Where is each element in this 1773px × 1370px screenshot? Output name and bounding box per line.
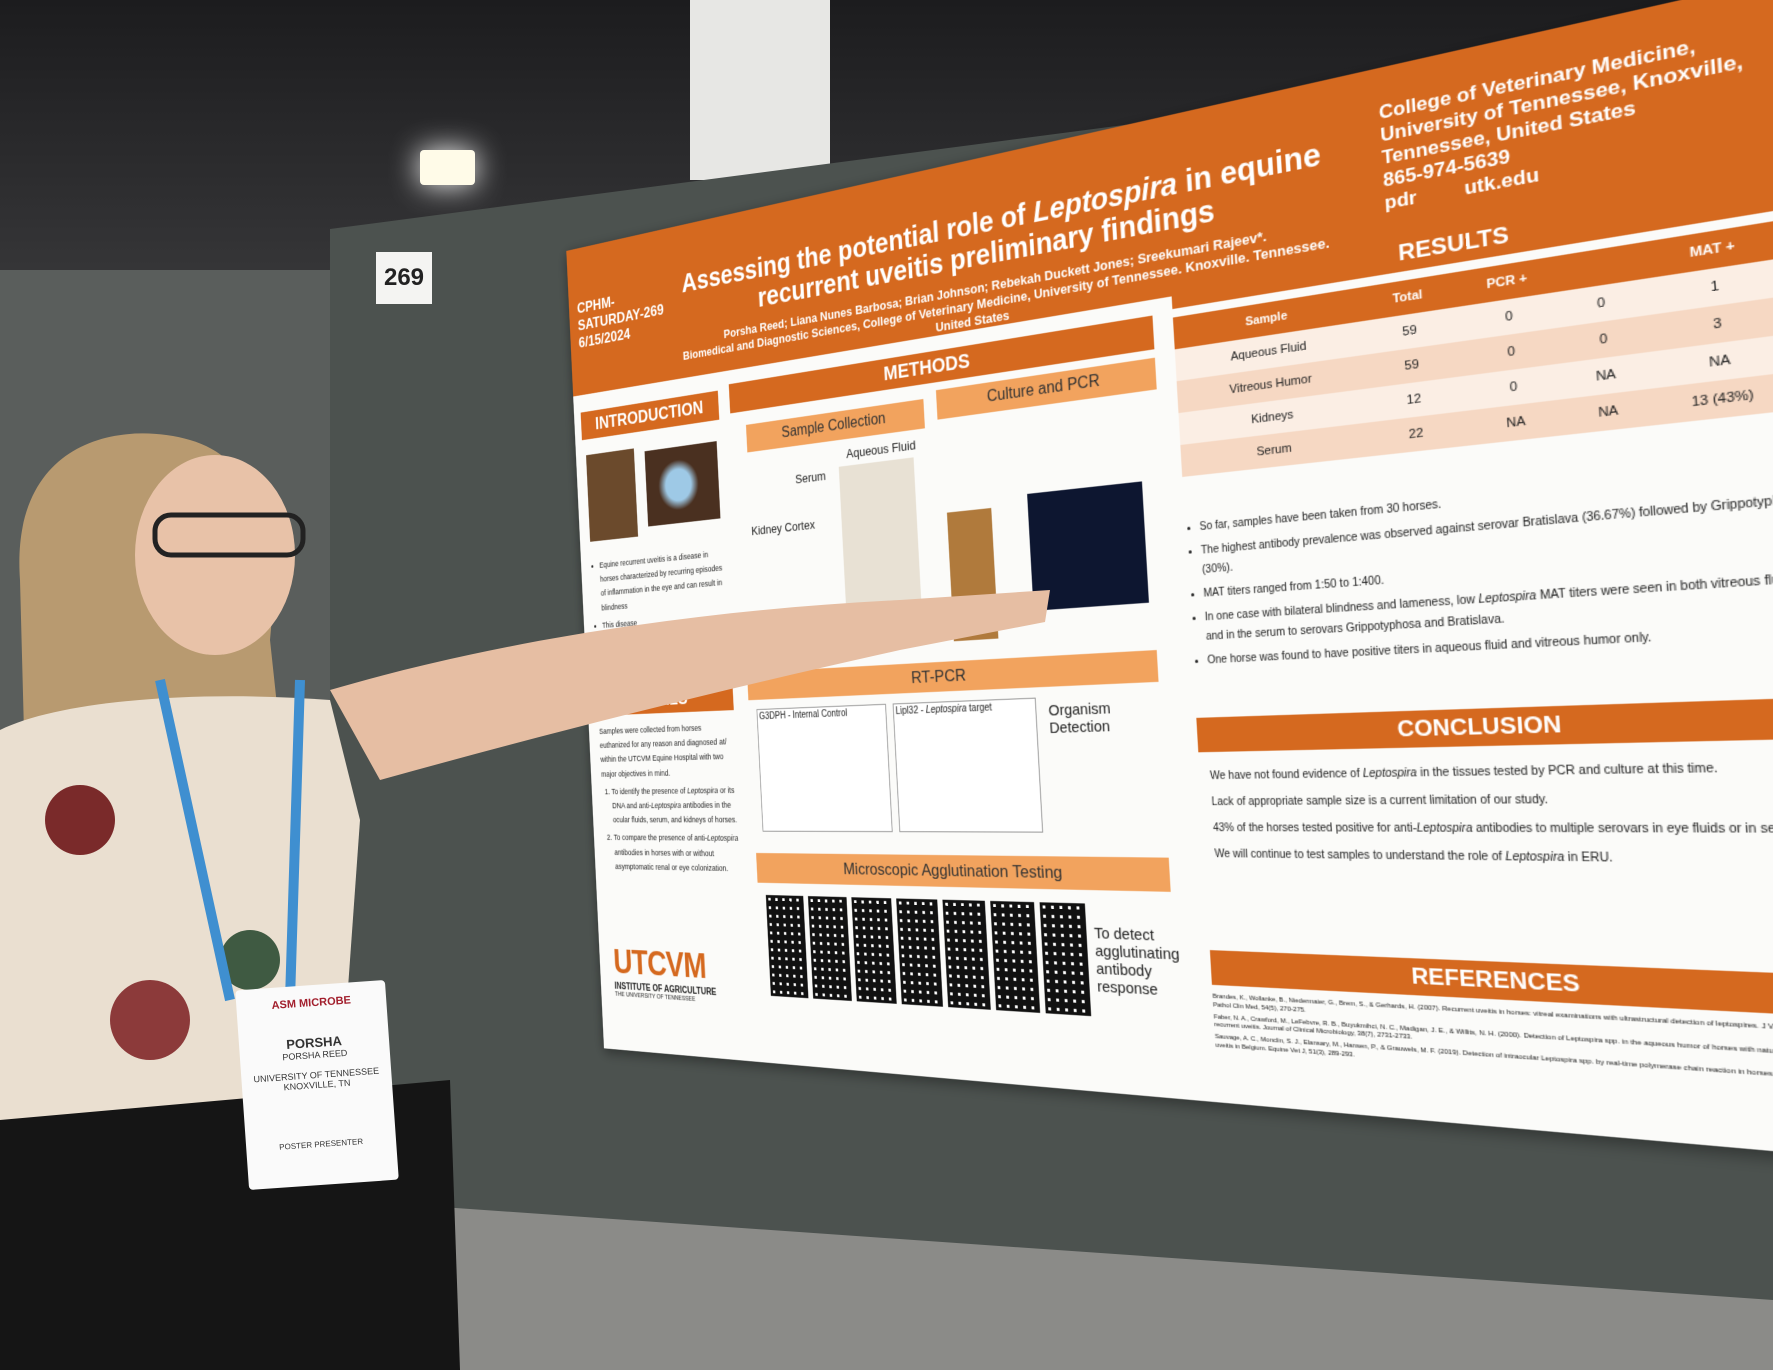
text-run: MAT titers ranged from 1:50 to 1:400. — [1203, 574, 1385, 600]
glasses — [152, 512, 306, 558]
conclusion-text: We have not found evidence of Leptospira… — [1209, 756, 1773, 879]
text-run: Leptospira — [1478, 589, 1537, 607]
booth-number: 269 — [376, 252, 432, 304]
section-heading: CONCLUSION — [1196, 697, 1773, 753]
text-run: 43% of the horses tested positive for an… — [1212, 822, 1418, 836]
paragraph: We have not found evidence of Leptospira… — [1209, 756, 1773, 788]
pillar — [690, 0, 830, 180]
table-cell: NA — [1571, 389, 1646, 435]
label: To detect agglutinating antibody respons… — [1093, 924, 1181, 1000]
text-run: Lack of appropriate sample size is a cur… — [1211, 793, 1549, 809]
paragraph: Lack of appropriate sample size is a cur… — [1211, 787, 1773, 814]
badge-event: ASM MICROBE — [271, 994, 352, 1012]
paragraph: We will continue to test samples to unde… — [1214, 844, 1773, 874]
presenter — [0, 433, 1050, 1370]
badge-role: POSTER PRESENTER — [278, 1136, 364, 1152]
session-code: CPHM- SATURDAY-269 6/15/2024 — [577, 283, 665, 352]
email-part: pdr — [1383, 186, 1418, 214]
references-text: Brandes, K., Wollanke, B., Niedermaier, … — [1212, 994, 1773, 1101]
pointing-arm — [330, 590, 1050, 780]
paragraph: 43% of the horses tested positive for an… — [1213, 817, 1773, 843]
text-run: Leptospira — [1362, 767, 1418, 781]
text-run: Leptospira — [1505, 850, 1565, 865]
flower-print — [45, 785, 115, 855]
text-run: in ERU. — [1563, 851, 1614, 866]
ceiling-light — [420, 150, 475, 185]
name-badge: ASM MICROBE PORSHA PORSHA REED UNIVERSIT… — [235, 980, 399, 1190]
bullet-list: So far, samples have been taken from 30 … — [1185, 460, 1773, 672]
flower-print — [110, 980, 190, 1060]
text-run: We will continue to test samples to unde… — [1214, 848, 1506, 864]
text-run: antibodies to multiple serovars in eye f… — [1472, 822, 1773, 837]
text-run: We have not found evidence of — [1209, 767, 1364, 783]
flower-print — [220, 930, 280, 990]
text-run: Leptospira — [1416, 822, 1473, 836]
text-run: in the tissues tested by PCR and culture… — [1416, 762, 1719, 780]
lanyard — [155, 678, 305, 1002]
results-text: So far, samples have been taken from 30 … — [1185, 460, 1773, 676]
occlusion — [1417, 195, 1465, 204]
